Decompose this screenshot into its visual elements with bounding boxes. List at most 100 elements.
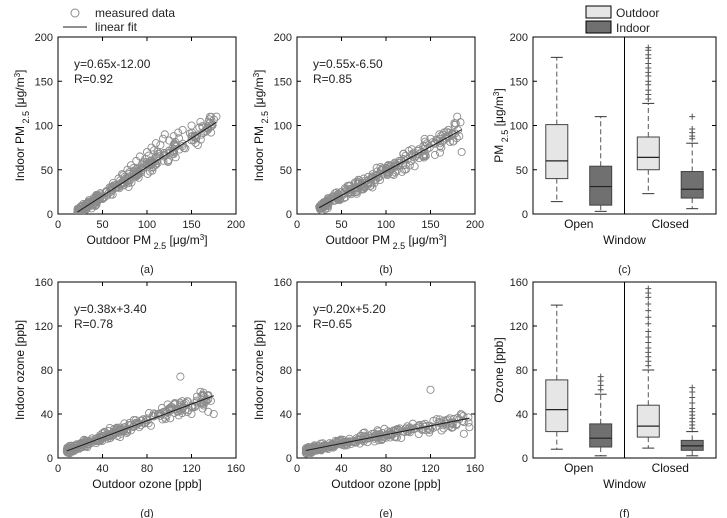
x-axis-label: Outdoor PM 2.5 [μg/m3] [86, 233, 207, 252]
y-tick-label: 200 [274, 32, 292, 44]
scatter-point [397, 433, 406, 442]
scatter-legend: measured data linear fit [63, 6, 175, 34]
y-axis-label-unit-end: ] [13, 70, 27, 73]
box-iqr [589, 165, 613, 206]
legend-outdoor-label: Outdoor [616, 6, 659, 20]
scatter-point [419, 153, 428, 162]
box-iqr [680, 171, 704, 199]
panel-caption: (a) [140, 264, 153, 276]
scatter-point [203, 391, 212, 400]
scatter-point [373, 167, 382, 176]
x-axis-label: Outdoor ozone [ppb] [331, 477, 440, 491]
scatter-point [441, 416, 451, 425]
x-axis-label: Window [603, 477, 646, 491]
scatter-point [459, 429, 468, 438]
y-tick-label: 100 [274, 121, 292, 133]
outlier-marker [645, 345, 652, 351]
scatter-point [106, 187, 116, 196]
y-axis-label-main: Indoor ozone [ppb] [252, 320, 266, 420]
x-tick-label: 100 [138, 219, 156, 231]
box-closed-outdoor [636, 44, 660, 195]
chart-panel-f: 0 40 80 120 160 Open Closed Window Ozone [ppb] (f… [492, 277, 717, 518]
x-tick-label: 0 [55, 219, 61, 231]
panel-caption: (f) [619, 508, 629, 518]
box-legend: Outdoor Indoor [585, 5, 659, 35]
fit-line [77, 121, 217, 213]
scatter-point [144, 151, 153, 160]
scatter-point [179, 143, 188, 152]
outlier-marker [645, 328, 652, 335]
y-tick-label: 80 [41, 365, 53, 377]
legend-measured-label: measured data [95, 6, 175, 20]
scatter-point [459, 417, 468, 427]
outlier-marker [689, 405, 696, 412]
box-iqr [545, 379, 569, 433]
box-open-outdoor [545, 56, 569, 203]
scatter-point [131, 171, 141, 180]
x-axis-label-unit: [μg/m [166, 233, 200, 247]
fit-equation: y=0.65x-12.00 [74, 57, 151, 71]
legend-outdoor-swatch [585, 5, 612, 19]
scatter-point [442, 134, 451, 143]
chart-panel-d: 0 40 80 120 160 0 40 80 120 160 y=0.38x+3.40R=0.78… [13, 277, 245, 518]
outlier-marker [689, 126, 696, 133]
y-axis-label-unit: [μg/m [13, 77, 27, 111]
box-iqr [636, 136, 660, 171]
scatter-point [142, 414, 152, 423]
y-tick-label: 120 [274, 321, 292, 333]
box-closed-indoor [680, 384, 704, 457]
scatter-point [165, 405, 174, 414]
scatter-point [122, 428, 131, 437]
y-axis-label-unit-end: ] [492, 88, 506, 91]
scatter-point [448, 420, 457, 429]
scatter-point [102, 187, 111, 196]
y-axis-label-unit: [μg/m [252, 77, 266, 111]
category-label-open: Open [564, 461, 593, 475]
chart-panel-c: 0 50 100 150 200 Open Closed Window PM 2.5 [μg/m… [492, 32, 717, 276]
scatter-point [153, 149, 162, 158]
scatter-point [388, 169, 397, 178]
y-tick-label: 150 [510, 76, 528, 88]
y-axis-label-unit: [μg/m [492, 96, 506, 130]
y-tick-label: 120 [510, 321, 528, 333]
y-tick-label: 50 [41, 165, 53, 177]
y-tick-label: 80 [280, 365, 292, 377]
y-axis-label-unit-end: ] [252, 70, 266, 73]
y-tick-label: 150 [274, 76, 292, 88]
scatter-point [401, 160, 410, 169]
scatter-point [414, 429, 423, 439]
x-tick-label: 80 [380, 463, 392, 475]
outlier-marker [689, 394, 696, 401]
scatter-point [159, 151, 168, 160]
x-tick-label: 40 [335, 463, 347, 475]
x-axis-label-unit: [μg/m [405, 233, 439, 247]
legend-fit-label: linear fit [95, 20, 138, 34]
x-tick-label: 80 [141, 463, 153, 475]
y-axis-label: Indoor PM 2.5 [μg/m3] [13, 70, 32, 182]
x-axis-label: Outdoor ozone [ppb] [92, 477, 201, 491]
scatter-point [183, 407, 192, 417]
scatter-point [197, 391, 206, 400]
scatter-point [131, 418, 140, 427]
outlier-marker [645, 339, 652, 346]
fit-line [66, 395, 214, 452]
scatter-point [404, 146, 414, 155]
outlier-marker [645, 301, 652, 307]
scatter-point [373, 170, 382, 180]
category-label-closed: Closed [652, 217, 689, 231]
scatter-point [402, 165, 411, 174]
x-tick-label: 50 [96, 219, 108, 231]
y-tick-label: 50 [280, 165, 292, 177]
x-tick-label: 100 [377, 219, 395, 231]
scatter-point [420, 145, 429, 154]
box-open-indoor [589, 116, 613, 212]
outlier-marker [645, 314, 652, 321]
scatter-point [417, 147, 426, 157]
y-axis-label-main: Indoor PM [13, 126, 27, 181]
x-tick-label: 0 [294, 219, 300, 231]
y-tick-label: 40 [280, 409, 292, 421]
scatter-point [187, 402, 196, 411]
y-axis-label-unit-sup: 3 [492, 91, 501, 96]
correlation-r: R=0.92 [74, 72, 113, 86]
